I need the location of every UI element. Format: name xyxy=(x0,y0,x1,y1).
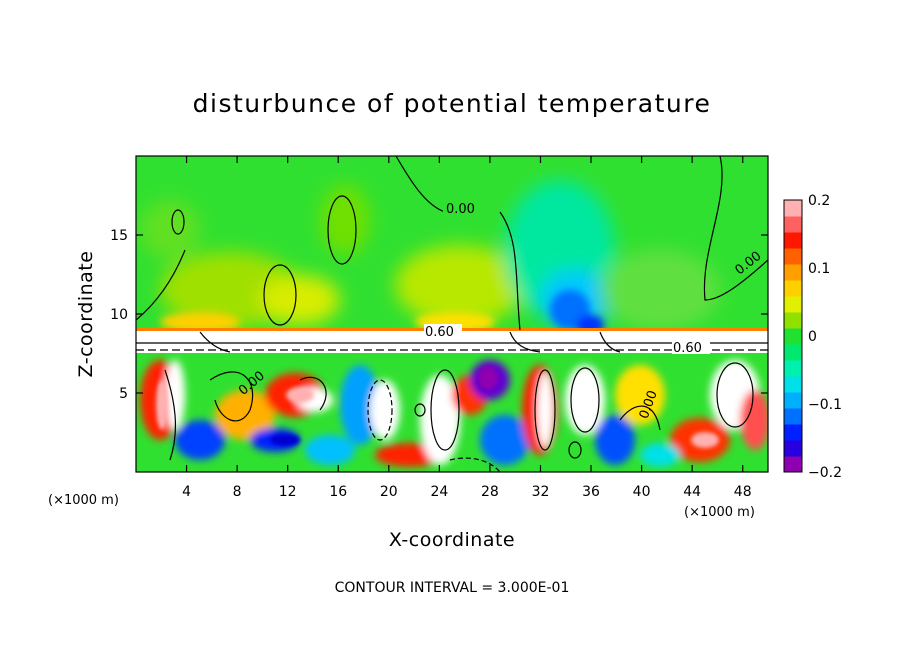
colorbar-swatch xyxy=(784,200,802,217)
contour-lines xyxy=(136,156,768,472)
contour-labels: 0.00 0.00 0.60 0.60 0.00 0.00 xyxy=(236,201,768,421)
colorbar-swatch xyxy=(784,424,802,441)
y-axis: 5 10 15 xyxy=(110,228,768,402)
colorbar-tick-label: 0.1 xyxy=(808,261,830,277)
colorbar-swatch xyxy=(784,328,802,345)
colorbar-swatch xyxy=(784,296,802,313)
chart-title: disturbunce of potential temperature xyxy=(193,89,712,118)
x-axis: 4 8 12 16 20 24 28 32 36 40 44 48 xyxy=(182,156,752,500)
colorbar-tick-label: 0.2 xyxy=(808,193,830,209)
y-tick-label: 15 xyxy=(110,228,128,244)
colorbar-swatch xyxy=(784,408,802,425)
x-axis-unit-right: (×1000 m) xyxy=(684,505,755,520)
colorbar-swatch xyxy=(784,360,802,377)
x-tick-label: 36 xyxy=(582,484,600,500)
colorbar-swatch xyxy=(784,216,802,233)
contour-label: 0.60 xyxy=(673,341,702,356)
colorbar-tick-label: −0.2 xyxy=(808,465,842,481)
x-tick-label: 4 xyxy=(182,484,191,500)
colorbar-swatch xyxy=(784,248,802,265)
x-tick-label: 16 xyxy=(329,484,347,500)
colorbar-swatch xyxy=(784,440,802,457)
colorbar-swatch xyxy=(784,456,802,473)
x-tick-label: 32 xyxy=(532,484,550,500)
x-axis-unit-left: (×1000 m) xyxy=(48,493,119,508)
x-axis-label: X-coordinate xyxy=(389,529,515,551)
contour-label: 0.60 xyxy=(425,325,454,340)
x-tick-label: 28 xyxy=(481,484,499,500)
colorbar-swatch xyxy=(784,376,802,393)
x-tick-label: 40 xyxy=(633,484,651,500)
colorbar: 0.2 0.1 0 −0.1 −0.2 xyxy=(783,193,842,481)
y-axis-label: Z-coordinate xyxy=(75,251,97,378)
x-tick-label: 44 xyxy=(683,484,701,500)
x-tick-label: 8 xyxy=(233,484,242,500)
x-tick-label: 48 xyxy=(734,484,752,500)
colorbar-swatch xyxy=(784,264,802,281)
x-tick-label: 24 xyxy=(430,484,448,500)
colorbar-swatch xyxy=(784,312,802,329)
colorbar-swatch xyxy=(784,232,802,249)
colorbar-tick-label: −0.1 xyxy=(808,397,842,413)
colorbar-frame xyxy=(783,199,803,473)
heatmap-field xyxy=(136,156,768,472)
contour-label: 0.00 xyxy=(446,202,475,217)
x-tick-label: 20 xyxy=(380,484,398,500)
colorbar-swatch xyxy=(784,280,802,297)
y-tick-label: 5 xyxy=(119,386,128,402)
contour-interval-note: CONTOUR INTERVAL = 3.000E-01 xyxy=(335,580,570,596)
colorbar-swatch xyxy=(784,392,802,409)
colorbar-tick-label: 0 xyxy=(808,329,817,345)
y-tick-label: 10 xyxy=(110,307,128,323)
x-tick-label: 12 xyxy=(279,484,297,500)
colorbar-swatch xyxy=(784,344,802,361)
